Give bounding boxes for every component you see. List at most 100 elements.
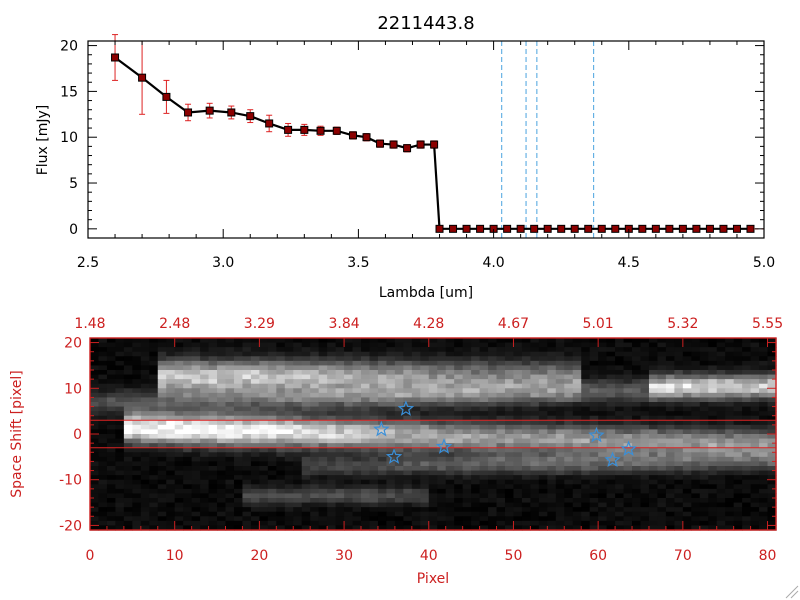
heatmap-cell [572, 379, 582, 385]
heatmap-cell [191, 475, 201, 481]
heatmap-cell [471, 452, 481, 458]
heatmap-cell [750, 360, 760, 367]
heatmap-cell [361, 470, 371, 476]
heatmap-cell [716, 507, 726, 513]
heatmap-cell [454, 475, 464, 481]
heatmap-cell [640, 502, 650, 508]
heatmap-cell [589, 511, 599, 517]
heatmap-cell [98, 411, 108, 417]
heatmap-cell [640, 470, 650, 476]
heatmap-cell [598, 360, 608, 367]
heatmap-cell [521, 406, 531, 412]
heatmap-cell [742, 379, 752, 385]
heatmap-cell [648, 383, 659, 389]
heatmap-cell [428, 365, 438, 371]
heatmap-cell [581, 338, 591, 344]
heatmap-cell [742, 392, 752, 399]
heatmap-cell [632, 338, 642, 344]
heatmap-cell [386, 470, 396, 476]
heatmap-cell [123, 406, 133, 412]
heatmap-cell [327, 484, 337, 490]
heatmap-cell [361, 507, 371, 513]
heatmap-cell [504, 370, 515, 376]
heatmap-cell [648, 511, 659, 517]
heatmap-cell [233, 447, 244, 453]
heatmap-cell [242, 475, 252, 481]
resize-grip-icon[interactable] [785, 585, 799, 599]
heatmap-cell [428, 429, 438, 435]
heatmap-cell [259, 415, 269, 421]
heatmap-cell [733, 475, 743, 481]
heatmap-cell [157, 493, 167, 499]
heatmap-cell [488, 493, 498, 499]
heatmap-cell [572, 388, 582, 394]
heatmap-cell [606, 397, 616, 403]
heatmap-cell [767, 411, 777, 417]
heatmap-cell [589, 466, 599, 472]
heatmap-cell [301, 365, 311, 371]
heatmap-cell [394, 338, 404, 344]
heatmap-cell [335, 484, 345, 490]
heatmap-cell [572, 406, 582, 412]
heatmap-cell [284, 502, 294, 508]
heatmap-cell [301, 461, 311, 467]
heatmap-cell [174, 434, 184, 440]
heatmap-cell [572, 374, 582, 380]
heatmap-cell [284, 392, 294, 399]
heatmap-cell [200, 438, 210, 444]
heatmap-cell [708, 507, 718, 513]
heatmap-cell [530, 415, 540, 421]
heatmap-cell [725, 402, 735, 408]
heatmap-cell [394, 347, 404, 353]
heatmap-cell [174, 360, 184, 367]
heatmap-cell [369, 452, 379, 458]
heatmap-cell [615, 520, 625, 527]
heatmap-cell [572, 502, 582, 508]
heatmap-cell [581, 466, 591, 472]
heatmap-cell [750, 452, 760, 458]
heatmap-cell [513, 525, 523, 531]
heatmap-cell [471, 520, 481, 527]
heatmap-cell [344, 452, 354, 458]
heatmap-cell [445, 502, 455, 508]
heatmap-cell [225, 351, 235, 357]
heatmap-cell [191, 516, 201, 522]
heatmap-cell [606, 379, 616, 385]
heatmap-cell [335, 406, 345, 412]
heatmap-cell [665, 475, 675, 481]
heatmap-cell [716, 374, 726, 380]
heatmap-cell [318, 415, 328, 421]
heatmap-cell [344, 379, 354, 385]
heatmap-cell [369, 388, 379, 394]
heatmap-cell [115, 360, 125, 367]
heatmap-cell [166, 466, 176, 472]
heatmap-cell [267, 461, 277, 467]
heatmap-cell [352, 383, 362, 389]
heatmap-cell [733, 484, 743, 490]
heatmap-cell [242, 415, 252, 421]
heatmap-cell [513, 383, 523, 389]
heatmap-cell [217, 379, 227, 385]
heatmap-cell [699, 388, 709, 394]
heatmap-cell [598, 452, 608, 458]
data-point [348, 131, 357, 140]
heatmap-cell [403, 447, 413, 453]
heatmap-cell [420, 338, 430, 344]
heatmap-cell [361, 520, 371, 527]
heatmap-cell [665, 488, 675, 495]
heatmap-cell [682, 525, 692, 531]
heatmap-cell [149, 516, 159, 522]
heatmap-cell [403, 452, 413, 458]
heatmap-cell [682, 507, 692, 513]
heatmap-cell [437, 392, 447, 399]
heatmap-cell [293, 516, 303, 522]
heatmap-cell [725, 516, 735, 522]
heatmap-cell [674, 447, 684, 453]
heatmap-cell [733, 520, 743, 527]
heatmap-cell [504, 520, 515, 527]
data-point [284, 125, 293, 134]
heatmap-cell [657, 351, 667, 357]
heatmap-cell [767, 516, 777, 522]
heatmap-cell [132, 406, 142, 412]
heatmap-cell [377, 406, 388, 412]
